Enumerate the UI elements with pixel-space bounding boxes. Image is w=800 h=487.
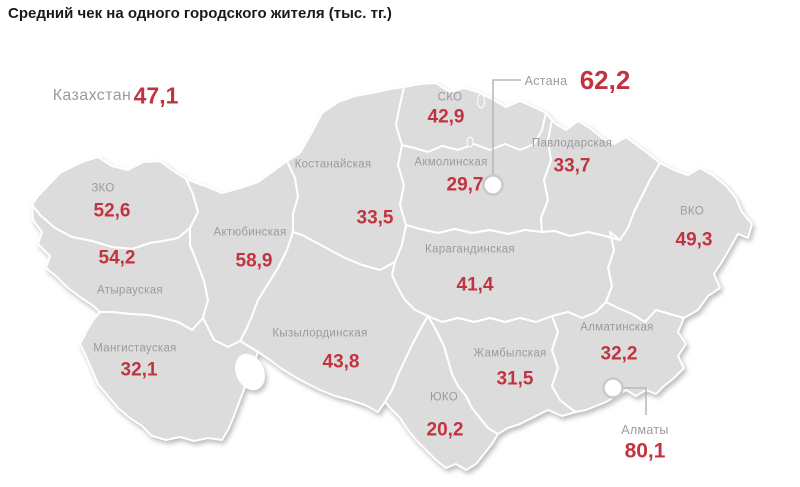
region-value-vko: 49,3 xyxy=(675,229,713,251)
region-value-sko: 42,9 xyxy=(427,106,465,128)
region-shape-kyzylorda xyxy=(239,231,429,413)
region-shape-zhambyl xyxy=(427,315,577,435)
country-value: 47,1 xyxy=(133,82,179,109)
region-label-kostanay: Костанайская xyxy=(294,158,372,171)
country-label: Казахстан xyxy=(52,87,132,104)
region-label-sko: СКО xyxy=(437,91,463,104)
region-label-kyzylorda: Кызылординская xyxy=(272,327,368,340)
border-islet xyxy=(477,93,485,109)
astana-leader-line xyxy=(492,79,521,175)
region-value-kyzylorda: 43,8 xyxy=(322,351,360,373)
region-shape-mangystau xyxy=(79,311,259,442)
aral-sea-notch xyxy=(234,353,266,391)
region-value-zhambyl: 31,5 xyxy=(496,368,534,390)
region-label-akmola: Акмолинская xyxy=(414,156,488,169)
region-shape-karaganda xyxy=(391,224,621,323)
almaty-marker xyxy=(602,377,624,399)
city-markers xyxy=(482,79,647,415)
city-value-astana: 62,2 xyxy=(579,65,631,95)
map-regions xyxy=(31,82,753,471)
region-value-akmola: 29,7 xyxy=(446,174,484,196)
region-value-zko: 52,6 xyxy=(93,200,131,222)
city-label-almaty: Алматы xyxy=(621,422,669,437)
region-label-mangystau: Мангистауская xyxy=(93,342,177,355)
page-title: Средний чек на одного городского жителя … xyxy=(8,5,392,22)
region-label-zko: ЗКО xyxy=(91,182,115,195)
region-label-karaganda: Карагандинская xyxy=(425,243,515,256)
region-label-juko: ЮКО xyxy=(429,391,459,404)
astana-marker xyxy=(482,174,504,196)
region-value-karaganda: 41,4 xyxy=(456,274,494,296)
region-value-pavlodar: 33,7 xyxy=(553,155,591,177)
region-label-vko: ВКО xyxy=(679,205,705,218)
region-value-mangystau: 32,1 xyxy=(120,359,158,381)
border-islet xyxy=(466,136,474,148)
region-value-kostanay: 33,5 xyxy=(356,207,394,229)
region-label-zhambyl: Жамбылская xyxy=(473,347,547,360)
region-value-atyrau: 54,2 xyxy=(98,247,136,269)
city-value-almaty: 80,1 xyxy=(624,439,666,463)
region-shape-almaty-region xyxy=(551,301,687,413)
region-label-almaty-region: Алматинская xyxy=(580,321,654,334)
region-value-juko: 20,2 xyxy=(426,419,464,441)
region-value-aktobe: 58,9 xyxy=(235,250,273,272)
region-value-almaty-region: 32,2 xyxy=(600,343,638,365)
region-label-atyrau: Атырауская xyxy=(97,284,163,297)
region-label-pavlodar: Павлодарская xyxy=(531,137,613,150)
almaty-leader-line xyxy=(623,387,647,415)
region-label-aktobe: Актюбинская xyxy=(213,226,287,239)
city-label-astana: Астана xyxy=(524,73,568,88)
